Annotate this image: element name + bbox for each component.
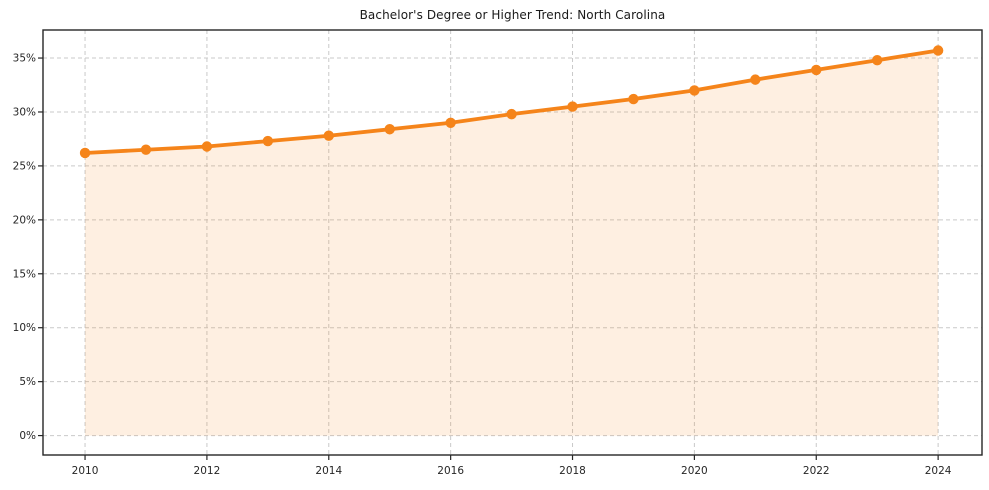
y-tick-label: 0% [19, 430, 36, 442]
data-point-2021 [750, 74, 761, 85]
y-tick-label: 30% [13, 106, 36, 118]
plot-border [42, 29, 983, 456]
data-point-2017 [506, 108, 517, 120]
tick-marks [38, 57, 939, 460]
data-point-2018 [567, 101, 578, 112]
y-axis-labels: 0% 5% 10% 15% 20% 25% 30% 35% [13, 53, 36, 443]
data-point-2013 [262, 135, 274, 147]
area-fill [85, 50, 939, 436]
chart-title: Bachelor's Degree or Higher Trend: North… [359, 8, 666, 22]
x-tick-label: 2010 [72, 465, 99, 477]
data-point-2024 [932, 45, 944, 56]
x-tick-label: 2014 [315, 465, 342, 477]
x-axis-labels: 2010 2012 2014 2016 2018 2020 2022 2024 [72, 465, 952, 477]
y-tick-label: 15% [13, 268, 36, 280]
x-tick-label: 2024 [925, 465, 952, 477]
data-point-2022 [811, 64, 822, 76]
data-point-2015 [384, 124, 395, 135]
data-point-2016 [445, 117, 456, 128]
data-point-2010 [79, 147, 91, 159]
data-point-2019 [628, 93, 639, 105]
x-tick-label: 2016 [437, 465, 464, 477]
data-point-2012 [201, 141, 213, 152]
y-tick-label: 5% [19, 376, 36, 388]
x-tick-label: 2012 [194, 465, 221, 477]
data-point-2014 [323, 130, 334, 141]
data-point-2020 [689, 85, 700, 96]
data-points [79, 45, 944, 159]
data-point-2011 [140, 144, 152, 155]
y-tick-label: 25% [13, 160, 36, 172]
y-tick-label: 10% [13, 322, 36, 334]
y-tick-label: 20% [13, 214, 36, 226]
x-tick-label: 2022 [803, 465, 830, 477]
data-point-2023 [871, 55, 883, 66]
x-tick-label: 2020 [681, 465, 708, 477]
x-tick-label: 2018 [559, 465, 586, 477]
y-tick-label: 35% [13, 53, 36, 65]
